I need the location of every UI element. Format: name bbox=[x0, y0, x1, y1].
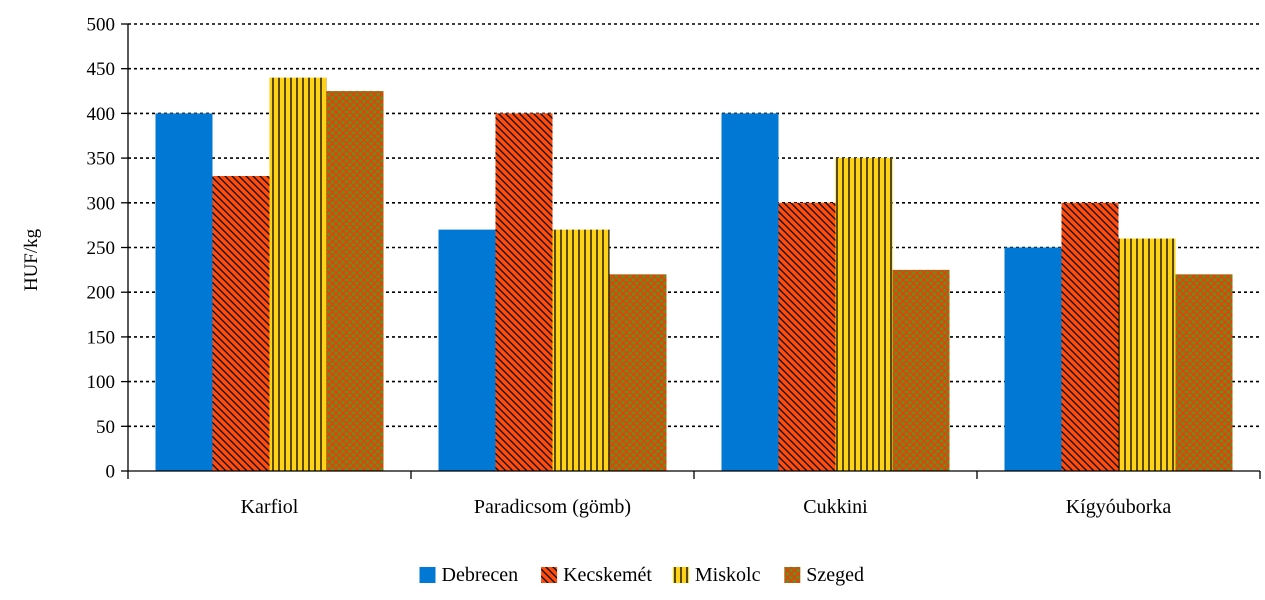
legend-swatch bbox=[419, 567, 436, 583]
legend-label: Debrecen bbox=[442, 564, 519, 586]
bar-debrecen-karfiol bbox=[155, 113, 213, 472]
y-tick-label: 300 bbox=[87, 193, 116, 214]
x-tick-label: Kígyóuborka bbox=[1066, 496, 1172, 518]
x-tick-label: Cukkini bbox=[803, 496, 868, 518]
bar-szeged-kigyouborka bbox=[1175, 274, 1233, 471]
axes bbox=[121, 23, 1261, 479]
legend-label: Miskolc bbox=[695, 564, 761, 586]
y-tick-label: 0 bbox=[106, 462, 116, 483]
bar-szeged-paradicsom-gomb bbox=[609, 274, 667, 471]
bar-kecskemet-paradicsom-gomb bbox=[495, 113, 553, 472]
legend-swatch bbox=[541, 567, 558, 583]
bar-miskolc-cukkini bbox=[835, 158, 893, 471]
legend-swatch bbox=[672, 567, 689, 583]
x-tick-label: Paradicsom (gömb) bbox=[474, 496, 631, 518]
bars bbox=[155, 77, 1233, 472]
bar-szeged-karfiol bbox=[326, 91, 384, 472]
legend-item-kecskemet: Kecskemét bbox=[541, 564, 652, 586]
legend-item-szeged: Szeged bbox=[784, 564, 864, 586]
bar-szeged-cukkini bbox=[892, 269, 950, 471]
bar-debrecen-paradicsom-gomb bbox=[438, 229, 496, 471]
x-tick-label: Karfiol bbox=[241, 496, 299, 518]
legend-item-debrecen: Debrecen bbox=[419, 564, 519, 586]
legend-label: Szeged bbox=[806, 564, 864, 586]
y-tick-label: 350 bbox=[87, 149, 116, 170]
bar-kecskemet-karfiol bbox=[212, 175, 270, 472]
y-tick-label: 400 bbox=[87, 104, 116, 125]
bar-miskolc-paradicsom-gomb bbox=[552, 229, 610, 471]
y-tick-label: 250 bbox=[87, 238, 116, 259]
y-tick-label: 500 bbox=[87, 15, 116, 36]
y-tick-label: 150 bbox=[87, 327, 116, 348]
bar-kecskemet-cukkini bbox=[778, 202, 836, 472]
legend: Debrecen Kecskemét Miskolc Szeged bbox=[419, 564, 864, 586]
legend-item-miskolc: Miskolc bbox=[672, 564, 761, 586]
bar-debrecen-kigyouborka bbox=[1004, 247, 1062, 471]
legend-label: Kecskemét bbox=[563, 564, 652, 586]
bar-kecskemet-kigyouborka bbox=[1061, 202, 1119, 472]
tick-labels: 0 50 100 150 200 250 300 350 400 450 500 Karfiol Par… bbox=[87, 15, 1172, 519]
y-axis-title: HUF/kg bbox=[21, 228, 42, 291]
legend-swatch bbox=[784, 567, 801, 583]
bar-miskolc-karfiol bbox=[269, 77, 327, 471]
bar-debrecen-cukkini bbox=[721, 113, 779, 472]
y-tick-label: 450 bbox=[87, 59, 116, 80]
y-tick-label: 200 bbox=[87, 283, 116, 304]
y-tick-label: 50 bbox=[96, 417, 115, 438]
y-tick-label: 100 bbox=[87, 372, 116, 393]
bar-miskolc-kigyouborka bbox=[1118, 238, 1176, 471]
